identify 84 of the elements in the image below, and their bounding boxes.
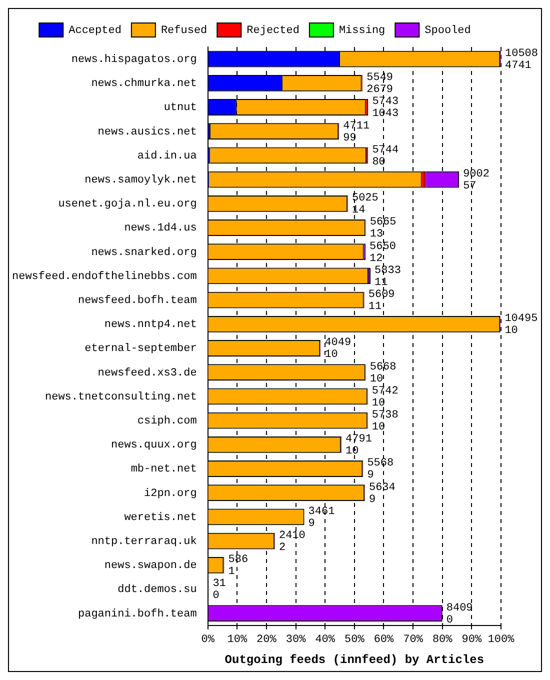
- y-tick-label: i2pn.org: [144, 488, 197, 500]
- x-tick-label: 60%: [374, 634, 394, 646]
- annotation: 4741: [505, 60, 532, 72]
- y-tick-label: ddt.demos.su: [118, 584, 197, 596]
- y-tick-label: news.1d4.us: [124, 222, 197, 235]
- y-tick-label: nntp.terraraq.uk: [91, 536, 198, 548]
- annotation: 5634: [368, 482, 396, 494]
- legend-label: Missing: [338, 24, 386, 37]
- x-tick-label: 50%: [344, 634, 365, 646]
- annotation: 5650: [370, 240, 396, 253]
- x-axis-title: Outgoing feeds (innfeed) by Articles: [224, 652, 484, 667]
- annotation: 5738: [372, 409, 398, 422]
- annotation: 11: [368, 300, 382, 313]
- y-tick-label: news.ausics.net: [98, 126, 197, 138]
- legend-label: Spooled: [424, 24, 471, 37]
- x-tick-label: 10%: [227, 634, 248, 646]
- x-tick-label: 40%: [315, 634, 336, 646]
- x-tick-label: 100%: [488, 634, 515, 646]
- annotation: 5568: [367, 458, 394, 470]
- legend-label: Refused: [160, 24, 208, 37]
- y-tick-label: csiph.com: [137, 415, 198, 428]
- annotation: 0: [212, 590, 220, 602]
- y-tick-label: news.hispagatos.org: [71, 54, 197, 66]
- x-tick-label: 20%: [256, 634, 277, 646]
- annotation: 11: [374, 276, 388, 289]
- annotation: 5743: [372, 96, 399, 108]
- y-tick-label: mb-net.net: [130, 464, 197, 476]
- annotation: 9: [368, 494, 376, 506]
- legend-label: Accepted: [68, 24, 122, 37]
- y-tick-label: utnut: [164, 102, 197, 114]
- annotation: 5609: [368, 288, 395, 301]
- x-tick-label: 70%: [403, 634, 424, 646]
- annotation: 5833: [374, 264, 401, 277]
- x-tick-label: 0%: [201, 634, 215, 646]
- y-tick-label: paganini.bofh.team: [78, 608, 198, 620]
- annotation: 4049: [324, 337, 352, 350]
- annotation: 0: [446, 614, 453, 626]
- annotation: 9: [367, 470, 374, 482]
- annotation: 10: [504, 325, 518, 338]
- annotation: 10: [324, 349, 338, 362]
- y-tick-label: news.quux.org: [111, 440, 197, 452]
- legend-label: Rejected: [246, 24, 300, 37]
- y-tick-label: eternal-september: [84, 343, 197, 356]
- annotation: 10: [370, 373, 384, 386]
- y-tick-label: usenet.goja.nl.eu.org: [58, 198, 197, 211]
- y-tick-label: news.tnetconsulting.net: [45, 391, 197, 404]
- annotation: 5549: [366, 72, 394, 84]
- y-tick-label: newsfeed.xs3.de: [98, 367, 197, 380]
- annotation: 10508: [505, 48, 538, 60]
- x-tick-label: 90%: [462, 634, 482, 646]
- y-tick-label: news.chmurka.net: [91, 78, 197, 90]
- annotation: 9002: [463, 168, 490, 180]
- annotation: 4711: [343, 120, 370, 132]
- annotation: 2679: [366, 84, 394, 96]
- annotation: 1043: [372, 108, 399, 120]
- annotation: 13: [370, 228, 384, 241]
- annotation: 14: [352, 204, 366, 217]
- x-tick-label: 30%: [286, 634, 306, 646]
- annotation: 10: [346, 446, 359, 458]
- annotation: 31: [212, 578, 226, 590]
- annotation: 586: [228, 554, 248, 566]
- y-tick-label: newsfeed.bofh.team: [78, 294, 198, 307]
- y-tick-label: news.swapon.de: [104, 560, 197, 572]
- annotation: 12: [370, 252, 383, 265]
- annotation: 5744: [372, 144, 399, 156]
- annotation: 2: [278, 542, 286, 554]
- y-tick-label: weretis.net: [124, 512, 197, 524]
- annotation: 10495: [504, 313, 538, 326]
- annotation: 5665: [370, 216, 396, 229]
- annotation: 3461: [308, 506, 336, 518]
- annotation: 4791: [346, 434, 372, 446]
- annotation: 5025: [352, 192, 378, 205]
- annotation: 1: [228, 566, 236, 578]
- x-tick-label: 80%: [432, 634, 453, 646]
- annotation: 5668: [370, 361, 396, 374]
- y-tick-label: news.nntp4.net: [104, 319, 197, 332]
- annotation: 57: [463, 180, 476, 192]
- y-tick-label: news.samoylyk.net: [84, 174, 197, 186]
- y-tick-label: news.snarked.org: [91, 246, 197, 259]
- y-tick-label: newsfeed.endofthelinebbs.com: [12, 270, 198, 283]
- annotation: 8409: [446, 602, 473, 614]
- annotation: 9: [308, 518, 315, 530]
- annotation: 5742: [372, 385, 398, 398]
- y-tick-label: aid.in.ua: [137, 150, 198, 162]
